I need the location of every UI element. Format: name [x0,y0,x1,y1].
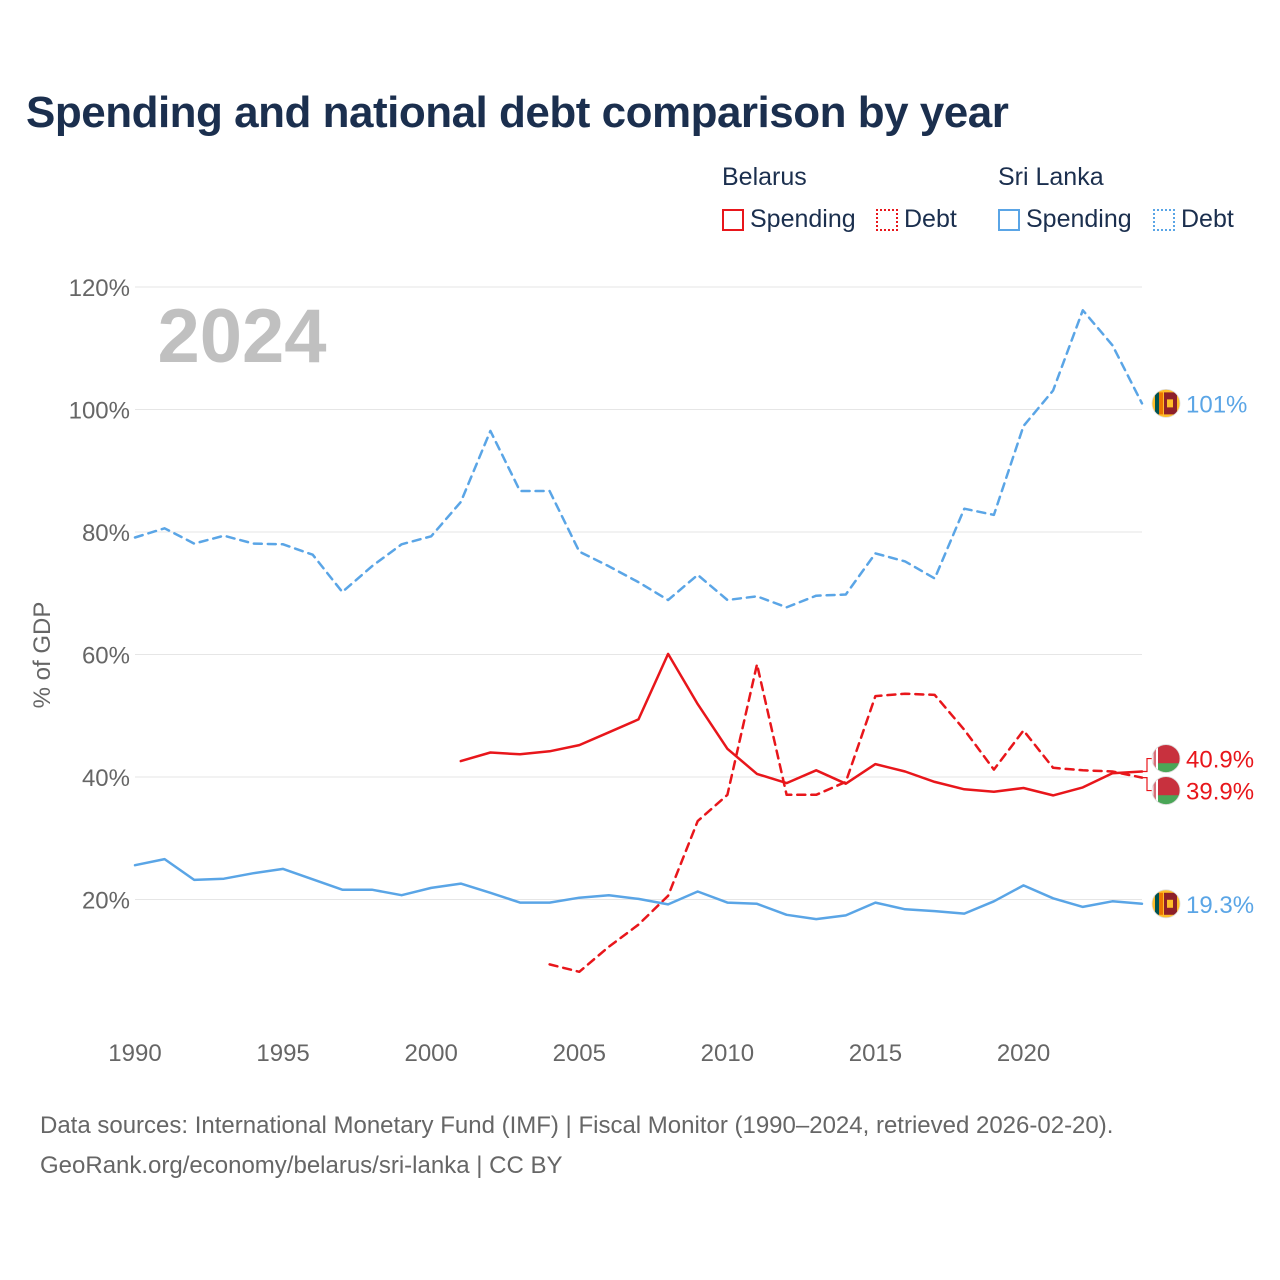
legend-sri-lanka-spending[interactable]: Spending [998,205,1132,234]
legend-label-belarus-debt: Debt [904,205,957,233]
legend-sri-lanka-debt[interactable]: Debt [1153,205,1234,234]
end-value-label-sri-lanka-debt: 101% [1186,391,1247,418]
end-value-label-sri-lanka-spending: 19.3% [1186,892,1254,919]
x-tick-label: 1995 [256,1040,309,1067]
legend-swatch-belarus-spending [722,208,744,231]
end-value-label-belarus-debt: 39.9% [1186,779,1254,806]
y-tick-label: 80% [82,520,130,547]
legend-group-belarus: Belarus [722,163,807,191]
legend-label-sri-lanka-spending: Spending [1026,205,1132,233]
legend-group-sri-lanka: Sri Lanka [998,163,1104,191]
y-tick-label: 100% [69,398,130,425]
legend-label-sri-lanka-debt: Debt [1181,205,1234,233]
belarus-flag-icon [1151,776,1181,805]
legend-swatch-sri-lanka-spending [998,208,1020,231]
y-tick-label: 40% [82,765,130,792]
y-tick-label: 20% [82,888,130,915]
year-watermark: 2024 [157,294,326,379]
legend-belarus-debt[interactable]: Debt [876,205,957,234]
chart-title: Spending and national debt comparison by… [26,88,1009,137]
chart-area: 20% 40% 60% 80% 100% 120% 1990 1995 2000 2005 2010… [29,275,1254,1067]
belarus-flag-icon [1151,744,1181,773]
x-tick-label: 2020 [997,1040,1050,1067]
end-label-leader [1142,757,1152,773]
x-tick-label: 2000 [404,1040,457,1067]
legend-label-belarus-spending: Spending [750,205,856,233]
series-line-sri-lanka-spending[interactable] [133,857,1144,921]
y-tick-label: 120% [69,275,130,302]
y-tick-label: 60% [82,643,130,670]
legend-belarus-spending[interactable]: Spending [722,205,856,234]
sri-lanka-flag-icon [1151,889,1181,919]
x-tick-label: 2010 [701,1040,754,1067]
sri-lanka-flag-icon [1151,388,1181,418]
x-tick-label: 2005 [553,1040,606,1067]
end-value-label-belarus-spending: 40.9% [1186,747,1254,774]
legend-swatch-belarus-debt [876,208,898,231]
series-line-belarus-debt[interactable] [548,663,1144,974]
end-label-leader [1142,777,1152,792]
series-line-belarus-spending[interactable] [459,652,1144,797]
series-line-sri-lanka-debt[interactable] [133,309,1144,609]
source-note: Data sources: International Monetary Fun… [40,1106,1113,1186]
source-link[interactable]: GeoRank.org/economy/belarus/sri-lanka | … [40,1152,563,1179]
x-tick-label: 1990 [108,1040,161,1067]
source-line-1: Data sources: International Monetary Fun… [40,1112,1114,1139]
legend-swatch-sri-lanka-debt [1153,208,1175,231]
x-tick-label: 2015 [849,1040,902,1067]
y-axis-label: % of GDP [29,602,56,709]
